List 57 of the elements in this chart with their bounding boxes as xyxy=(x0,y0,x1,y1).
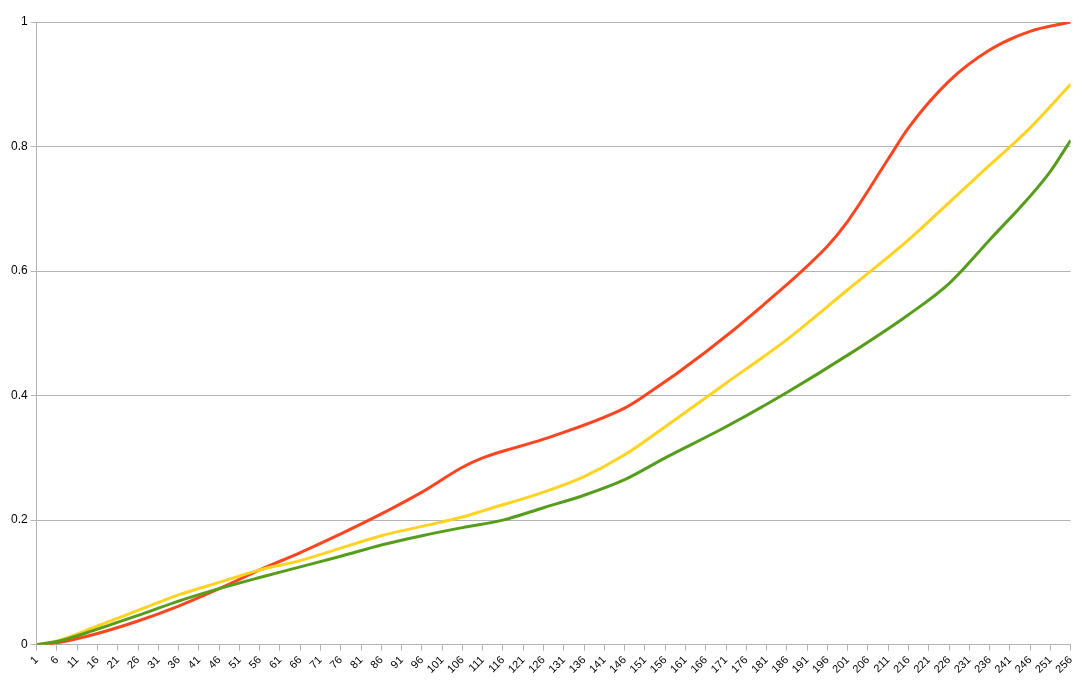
x-tick-label: 196 xyxy=(809,653,831,675)
x-tick-label: 71 xyxy=(306,653,325,671)
x-tick-label: 51 xyxy=(225,653,243,671)
x-tick-label: 96 xyxy=(408,653,426,671)
x-tick-label: 141 xyxy=(586,653,608,675)
x-tick-label: 171 xyxy=(708,653,730,675)
y-tick-label: 0.6 xyxy=(10,263,28,278)
x-tick-label: 206 xyxy=(850,653,872,675)
x-tick-label: 46 xyxy=(205,653,223,671)
x-tick-label: 156 xyxy=(647,653,669,675)
x-tick-label: 256 xyxy=(1052,653,1075,675)
x-tick-label: 251 xyxy=(1032,653,1054,675)
y-tick-label: 0.2 xyxy=(10,512,28,527)
x-tick-label: 86 xyxy=(367,653,385,671)
x-tick-label: 11 xyxy=(64,653,81,670)
y-tick-label: 0 xyxy=(20,637,28,651)
y-tick-label: 0.8 xyxy=(10,138,28,153)
x-tick-label: 186 xyxy=(768,653,791,675)
y-tick-label: 1 xyxy=(20,14,28,29)
x-tick-label: 166 xyxy=(687,653,710,675)
x-tick-label: 151 xyxy=(627,653,649,675)
x-tick-label: 66 xyxy=(286,653,304,671)
x-tick-label: 181 xyxy=(748,653,771,675)
x-tick-label: 221 xyxy=(910,653,933,675)
x-tick-label: 176 xyxy=(728,653,750,675)
x-tick-label: 31 xyxy=(144,653,162,671)
x-tick-label: 56 xyxy=(246,653,264,671)
x-tick-label: 116 xyxy=(485,653,507,675)
x-tick-label: 126 xyxy=(525,653,548,675)
x-tick-label: 111 xyxy=(465,653,487,674)
x-tick-label: 241 xyxy=(991,653,1014,675)
x-tick-label: 26 xyxy=(124,653,142,671)
x-tick-label: 16 xyxy=(83,653,102,671)
x-tick-label: 211 xyxy=(870,653,892,675)
x-tick-label: 191 xyxy=(789,653,811,675)
x-tick-label: 76 xyxy=(327,653,345,671)
x-tick-label: 81 xyxy=(347,653,365,671)
x-tick-label: 161 xyxy=(667,653,690,675)
x-tick-label: 41 xyxy=(185,653,203,671)
x-tick-label: 131 xyxy=(545,653,568,675)
x-tick-label: 91 xyxy=(388,653,406,671)
y-tick-label: 0.4 xyxy=(10,387,28,402)
x-tick-label: 136 xyxy=(566,653,588,675)
x-tick-label: 121 xyxy=(505,653,527,675)
x-tick-label: 231 xyxy=(951,653,973,675)
x-tick-label: 216 xyxy=(890,653,913,675)
x-tick-label: 36 xyxy=(165,653,183,671)
x-tick-label: 246 xyxy=(1012,653,1034,675)
x-tick-label: 146 xyxy=(606,653,629,675)
x-tick-label: 61 xyxy=(266,653,284,671)
x-tick-label: 236 xyxy=(971,653,994,675)
x-tick-label: 101 xyxy=(424,653,446,675)
x-tick-label: 106 xyxy=(444,653,466,675)
x-tick-label: 201 xyxy=(829,653,852,675)
x-tick-label: 21 xyxy=(104,653,122,671)
x-tick-label: 226 xyxy=(931,653,953,675)
x-tick-label: 6 xyxy=(47,653,61,667)
